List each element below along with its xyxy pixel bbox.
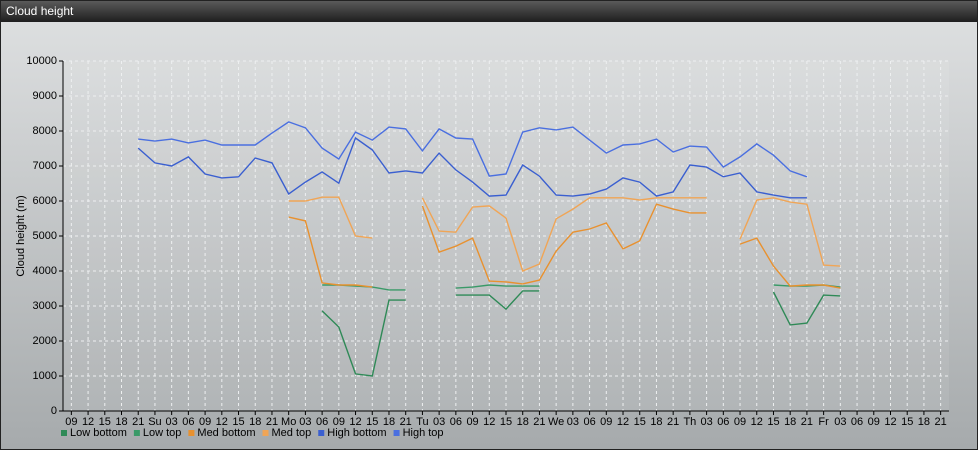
chart: Cloud height (m) 0 1000 2000 3000 4000 5000 60…	[15, 55, 949, 439]
x-tick-label: 06	[717, 416, 729, 428]
y-tick-label: 6000	[33, 195, 57, 207]
legend-label: Med bottom	[197, 427, 255, 439]
series-line	[138, 121, 808, 178]
series-line	[288, 196, 841, 272]
x-tick-label: Su	[148, 416, 161, 428]
x-tick-label: 21	[533, 416, 545, 428]
x-tick-label: 03	[299, 416, 311, 428]
x-tick-label: 21	[132, 416, 144, 428]
x-tick-label: 09	[600, 416, 612, 428]
legend-label: Low bottom	[70, 427, 127, 439]
x-tick-label: 15	[500, 416, 512, 428]
x-tick-label: 18	[383, 416, 395, 428]
x-tick-label: 12	[349, 416, 361, 428]
x-tick-label: 15	[366, 416, 378, 428]
legend-label: Med top	[272, 427, 312, 439]
x-tick-label: 06	[450, 416, 462, 428]
legend-label: High top	[403, 427, 444, 439]
x-tick-label: 06	[316, 416, 328, 428]
x-tick-label: 12	[216, 416, 228, 428]
y-tick-label: 2000	[33, 335, 57, 347]
title-bar: Cloud height	[1, 1, 977, 22]
y-tick-label: 3000	[33, 300, 57, 312]
x-tick-label: 21	[266, 416, 278, 428]
y-tick-label: 8000	[33, 125, 57, 137]
y-tick-label: 0	[51, 405, 57, 417]
x-tick-label: 06	[851, 416, 863, 428]
legend-swatch	[262, 430, 269, 436]
x-tick-label: Mo	[281, 416, 296, 428]
x-tick-label: 03	[567, 416, 579, 428]
x-tick-label: Fr	[818, 416, 829, 428]
x-tick-label: 21	[667, 416, 679, 428]
x-tick-label: 18	[517, 416, 529, 428]
x-tick-label: 21	[400, 416, 412, 428]
series-line	[321, 290, 841, 377]
x-tick-label: Tu	[416, 416, 428, 428]
x-tick-label: 15	[767, 416, 779, 428]
x-tick-label: 18	[249, 416, 261, 428]
x-tick-label: 09	[734, 416, 746, 428]
x-tick-label: 15	[634, 416, 646, 428]
legend-swatch	[318, 430, 325, 436]
y-tick-label: 9000	[33, 90, 57, 102]
x-tick-label: 06	[182, 416, 194, 428]
x-tick-label: 21	[935, 416, 947, 428]
legend-label: Low top	[143, 427, 182, 439]
x-tick-label: 18	[784, 416, 796, 428]
x-tick-label: We	[548, 416, 564, 428]
x-tick-label: 15	[232, 416, 244, 428]
x-tick-label: 09	[199, 416, 211, 428]
x-tick-label: Th	[683, 416, 696, 428]
x-tick-label: 12	[884, 416, 896, 428]
x-tick-label: 12	[82, 416, 94, 428]
x-tick-label: 09	[333, 416, 345, 428]
x-tick-label: 12	[617, 416, 629, 428]
y-tick-label: 1000	[33, 370, 57, 382]
x-tick-label: 03	[834, 416, 846, 428]
x-tick-label: 15	[901, 416, 913, 428]
y-tick-label: 4000	[33, 265, 57, 277]
x-tick-label: 18	[115, 416, 127, 428]
legend-swatch	[133, 430, 140, 436]
x-tick-label: 09	[466, 416, 478, 428]
x-tick-label: 21	[801, 416, 813, 428]
x-tick-label: 03	[166, 416, 178, 428]
series-line	[288, 203, 841, 289]
x-tick-label: 12	[751, 416, 763, 428]
x-tick-label: 15	[99, 416, 111, 428]
legend-swatch	[61, 430, 67, 436]
y-tick-label: 10000	[26, 55, 57, 67]
legend-swatch	[188, 430, 195, 436]
x-tick-label: 03	[700, 416, 712, 428]
y-tick-label: 7000	[33, 160, 57, 172]
legend-swatch	[393, 430, 400, 436]
y-axis-label: Cloud height (m)	[15, 195, 27, 276]
x-tick-label: 09	[868, 416, 880, 428]
x-tick-label: 03	[433, 416, 445, 428]
series-line	[137, 136, 807, 199]
x-tick-label: 09	[65, 416, 77, 428]
x-tick-label: 18	[918, 416, 930, 428]
x-tick-label: 12	[483, 416, 495, 428]
legend-label: High bottom	[327, 427, 386, 439]
x-tick-label: 18	[650, 416, 662, 428]
x-tick-label: 06	[583, 416, 595, 428]
y-tick-label: 5000	[33, 230, 57, 242]
